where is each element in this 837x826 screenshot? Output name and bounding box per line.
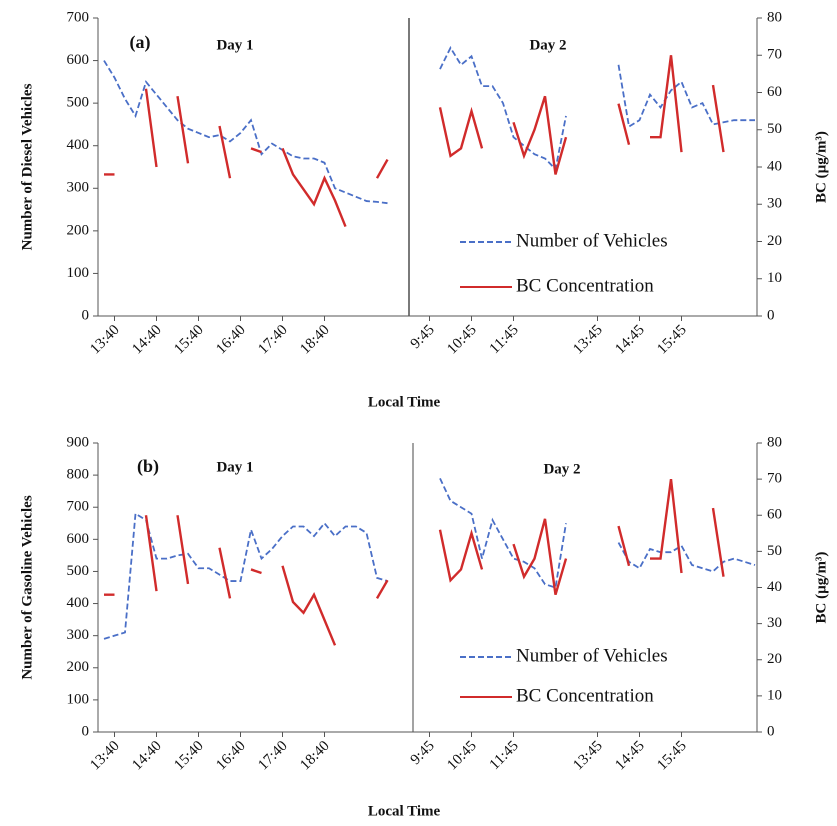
panel-label: (b) bbox=[137, 456, 159, 477]
y2-tick-label: 80 bbox=[767, 434, 782, 450]
y-tick-label: 400 bbox=[67, 595, 90, 611]
x-tick-label: 13:40 bbox=[87, 738, 122, 773]
y-tick-label: 600 bbox=[67, 531, 90, 547]
y-axis-label: Number of Diesel Vehicles bbox=[19, 83, 35, 250]
x-tick-label: 15:40 bbox=[171, 738, 206, 773]
x-tick-label: 11:45 bbox=[487, 322, 522, 357]
x-tick-label: 18:40 bbox=[297, 738, 332, 773]
y-tick-label: 400 bbox=[67, 137, 90, 153]
y2-tick-label: 0 bbox=[767, 723, 775, 739]
legend-label: Number of Vehicles bbox=[516, 230, 668, 251]
x-tick-label: 11:45 bbox=[487, 738, 522, 773]
y2-tick-label: 0 bbox=[767, 307, 775, 323]
y-tick-label: 200 bbox=[67, 222, 90, 238]
x-tick-label: 10:45 bbox=[444, 738, 479, 773]
y-tick-label: 0 bbox=[82, 723, 90, 739]
x-tick-label: 14:45 bbox=[612, 738, 647, 773]
y-tick-label: 100 bbox=[67, 265, 90, 281]
x-tick-label: 15:40 bbox=[171, 322, 206, 357]
y2-tick-label: 80 bbox=[767, 9, 782, 25]
x-tick-label: 9:45 bbox=[408, 738, 438, 768]
series-line bbox=[104, 478, 725, 646]
y2-axis-label: BC (µg/m³) bbox=[813, 131, 829, 203]
y-tick-label: 600 bbox=[67, 52, 90, 68]
x-tick-label: 17:40 bbox=[255, 322, 290, 357]
y2-tick-label: 70 bbox=[767, 471, 782, 487]
x-tick-label: 16:40 bbox=[213, 738, 248, 773]
y-tick-label: 0 bbox=[82, 307, 90, 323]
series-line bbox=[103, 477, 756, 640]
x-tick-label: 13:45 bbox=[570, 322, 605, 357]
day-label: Day 1 bbox=[216, 37, 253, 53]
y2-tick-label: 20 bbox=[767, 233, 782, 249]
x-tick-label: 15:45 bbox=[654, 738, 689, 773]
y-tick-label: 500 bbox=[67, 95, 90, 111]
panel-label: (a) bbox=[130, 32, 151, 53]
x-tick-label: 13:45 bbox=[570, 738, 605, 773]
y-tick-label: 500 bbox=[67, 563, 90, 579]
x-tick-label: 15:45 bbox=[654, 322, 689, 357]
series-line bbox=[103, 45, 755, 205]
y-tick-label: 800 bbox=[67, 467, 90, 483]
y-axis-label: Number of Gasoline Vehicles bbox=[19, 495, 35, 679]
y-tick-label: 300 bbox=[67, 627, 90, 643]
legend-label: Number of Vehicles bbox=[516, 645, 668, 666]
day-label: Day 2 bbox=[543, 461, 580, 477]
y2-tick-label: 40 bbox=[767, 158, 782, 174]
y2-axis-label: BC (µg/m³) bbox=[813, 552, 829, 624]
y2-tick-label: 40 bbox=[767, 579, 782, 595]
x-tick-label: 14:40 bbox=[129, 738, 164, 773]
day-label: Day 2 bbox=[529, 37, 566, 53]
y2-tick-label: 10 bbox=[767, 687, 782, 703]
y2-tick-label: 50 bbox=[767, 543, 782, 559]
y-tick-label: 900 bbox=[67, 434, 90, 450]
x-axis-label: Local Time bbox=[368, 803, 441, 819]
legend-label: BC Concentration bbox=[516, 275, 654, 296]
day-label: Day 1 bbox=[216, 459, 253, 475]
y-tick-label: 200 bbox=[67, 659, 90, 675]
y2-tick-label: 50 bbox=[767, 121, 782, 137]
x-tick-label: 14:40 bbox=[129, 322, 164, 357]
y2-tick-label: 60 bbox=[767, 84, 782, 100]
y2-tick-label: 30 bbox=[767, 196, 782, 212]
x-tick-label: 9:45 bbox=[408, 322, 438, 352]
y2-tick-label: 10 bbox=[767, 270, 782, 286]
y2-tick-label: 30 bbox=[767, 615, 782, 631]
y-tick-label: 100 bbox=[67, 691, 90, 707]
legend-label: BC Concentration bbox=[516, 685, 654, 706]
x-tick-label: 14:45 bbox=[612, 322, 647, 357]
x-tick-label: 13:40 bbox=[87, 322, 122, 357]
series-line bbox=[104, 55, 725, 228]
x-tick-label: 18:40 bbox=[297, 322, 332, 357]
x-tick-label: 16:40 bbox=[213, 322, 248, 357]
x-tick-label: 17:40 bbox=[255, 738, 290, 773]
y-tick-label: 700 bbox=[67, 499, 90, 515]
y-tick-label: 300 bbox=[67, 180, 90, 196]
y2-tick-label: 60 bbox=[767, 507, 782, 523]
x-tick-label: 10:45 bbox=[444, 322, 479, 357]
x-axis-label: Local Time bbox=[368, 394, 441, 410]
y-tick-label: 700 bbox=[67, 9, 90, 25]
y2-tick-label: 70 bbox=[767, 47, 782, 63]
y2-tick-label: 20 bbox=[767, 651, 782, 667]
